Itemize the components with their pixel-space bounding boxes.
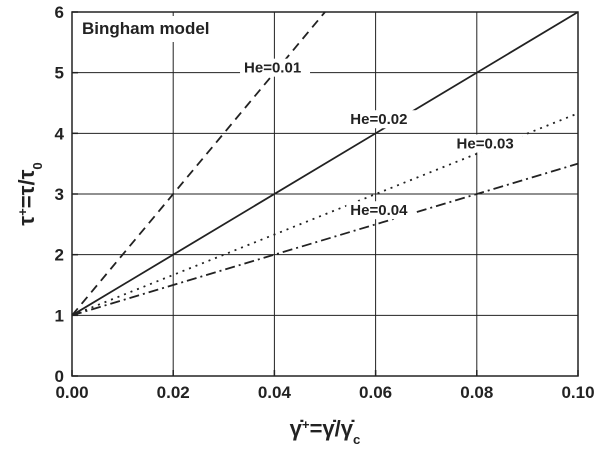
label-bg bbox=[452, 134, 523, 153]
label-part: + bbox=[302, 417, 310, 432]
x-tick-label: 0.08 bbox=[460, 383, 493, 402]
series-label: He=0.03 bbox=[457, 136, 514, 153]
y-tick-label: 5 bbox=[55, 64, 64, 83]
x-tick-label: 0.02 bbox=[157, 383, 190, 402]
x-tick-label: 0.06 bbox=[359, 383, 392, 402]
y-tick-label: 0 bbox=[55, 367, 64, 386]
label-part: 0 bbox=[30, 162, 45, 169]
label-part: c bbox=[353, 432, 360, 447]
label-part: =γ̇/γ̇ bbox=[310, 416, 355, 441]
label-part: τ bbox=[14, 216, 39, 226]
label-part: =τ/τ bbox=[14, 169, 39, 208]
y-tick-label: 4 bbox=[55, 124, 65, 143]
series-label: He=0.01 bbox=[244, 60, 301, 77]
label-part: + bbox=[15, 208, 30, 216]
y-tick-label: 1 bbox=[55, 306, 64, 325]
data-line bbox=[71, 162, 579, 317]
data-line bbox=[71, 11, 326, 316]
y-tick-label: 6 bbox=[55, 3, 64, 22]
label-bg bbox=[240, 58, 311, 77]
label-bg bbox=[346, 110, 417, 129]
data-line bbox=[71, 11, 579, 317]
x-tick-label: 0.00 bbox=[55, 383, 88, 402]
chart-title: Bingham model bbox=[82, 19, 210, 38]
label-bg bbox=[346, 201, 417, 220]
series-label: He=0.02 bbox=[350, 111, 407, 128]
y-tick-label: 2 bbox=[55, 246, 64, 265]
title-box bbox=[78, 16, 228, 42]
label-part: γ̇ bbox=[290, 416, 304, 441]
x-tick-label: 0.04 bbox=[258, 383, 292, 402]
x-tick-label: 0.10 bbox=[561, 383, 594, 402]
x-axis-label: γ̇+=γ̇/γ̇c bbox=[290, 416, 361, 447]
y-axis-label: τ+=τ/τ0 bbox=[14, 162, 45, 225]
series-label: He=0.04 bbox=[350, 202, 408, 219]
y-tick-label: 3 bbox=[55, 185, 64, 204]
